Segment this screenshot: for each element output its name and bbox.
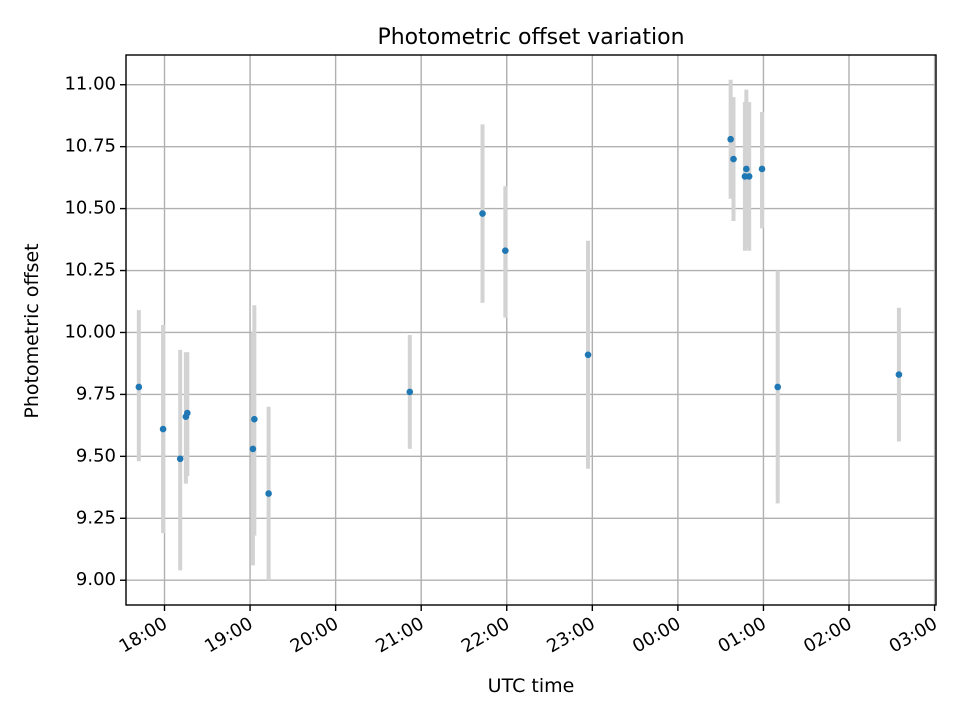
y-tick-label: 10.75 [64,136,116,157]
data-point [479,210,486,217]
data-point [502,247,509,255]
data-point [265,490,272,497]
data-point [758,165,766,173]
data-point [895,371,903,378]
y-tick-label: 9.00 [76,569,116,590]
data-point [251,415,258,423]
data-point [176,455,184,463]
data-point [249,445,257,453]
data-point [584,351,592,359]
data-point [774,383,782,391]
y-axis-title: Photometric offset [21,243,43,418]
x-axis-title: UTC time [488,675,575,697]
axis-ticks [120,84,936,611]
data-point [743,165,750,173]
data-point [159,425,167,433]
data-point [745,173,753,180]
data-point [727,135,734,143]
y-tick-label: 11.00 [64,74,116,95]
y-tick-label: 9.50 [76,445,116,466]
data-point [184,409,191,417]
y-tick-label: 9.75 [76,383,116,404]
chart-title: Photometric offset variation [377,25,684,50]
y-tick-label: 10.25 [64,260,116,281]
data-points [135,135,903,497]
grid-lines [126,55,936,605]
data-point [135,383,143,391]
plot-area-frame [125,54,937,606]
y-tick-label: 10.00 [64,321,116,342]
data-point [406,388,414,396]
y-tick-label: 10.50 [64,198,116,219]
y-tick-label: 9.25 [76,507,116,528]
data-point [730,155,737,163]
